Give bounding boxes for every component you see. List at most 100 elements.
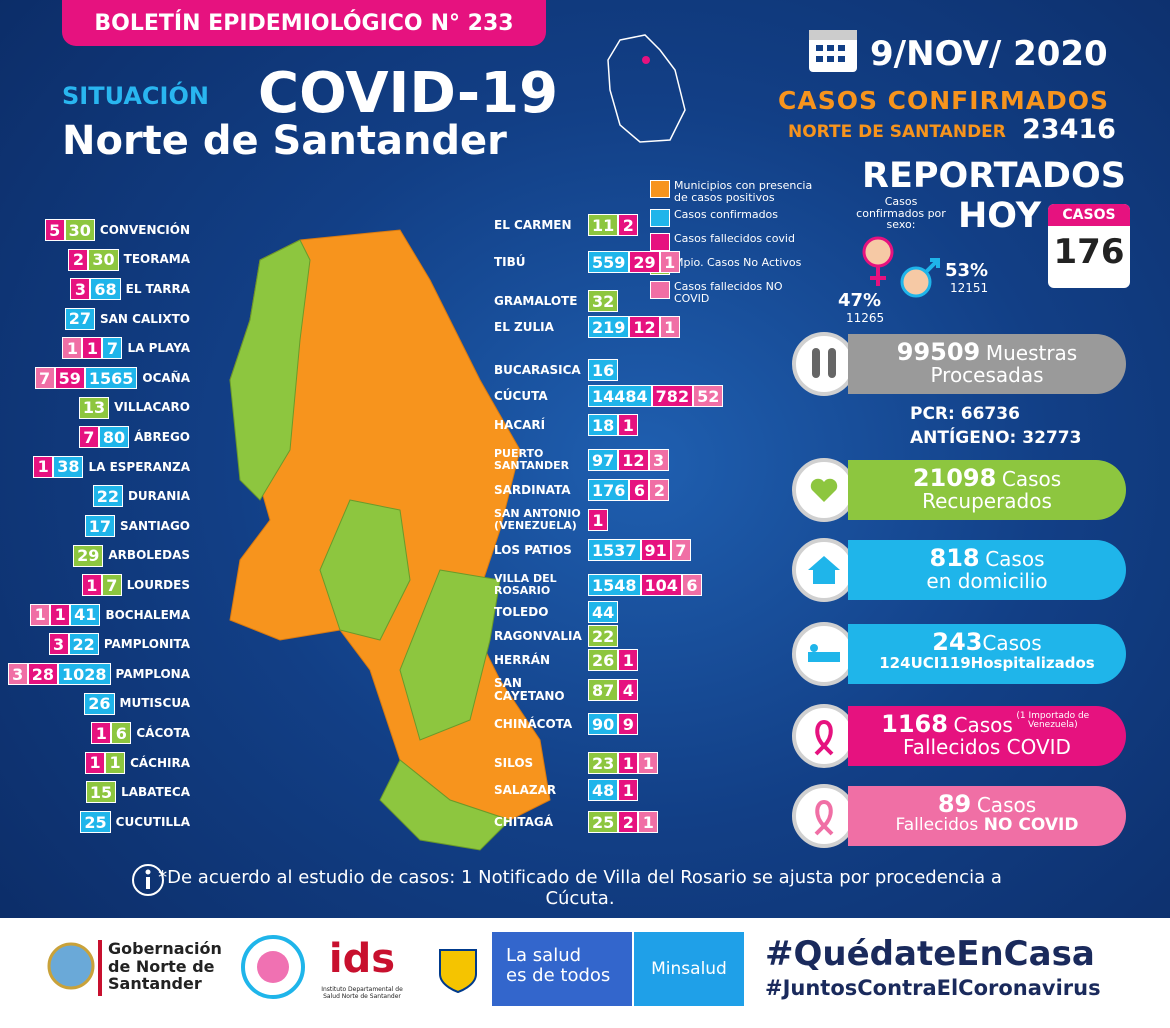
non-covid-value: 89 (937, 790, 972, 818)
municipality-name: SANTIAGO (120, 518, 190, 533)
legend-item: Casos fallecidos covid (650, 233, 818, 252)
samples-value: 99509 (896, 338, 981, 366)
region: Norte de Santander (62, 118, 507, 164)
municipality-name: EL ZULIA (494, 319, 554, 334)
hosp-value: 119 (939, 654, 971, 673)
count-box: 1 (618, 752, 639, 774)
count-box: 1 (588, 509, 608, 531)
ministry: Minsalud (634, 932, 744, 1006)
municipality-name: VILLA DEL ROSARIO (494, 572, 557, 597)
samples-label-2: Procesadas (930, 363, 1044, 388)
municipality-row: 3 22 PAMPLONITA (48, 633, 195, 656)
count-box: 2 (68, 248, 89, 271)
calendar-icon (809, 30, 857, 72)
department-map (229, 229, 551, 851)
count-box: 1 (81, 574, 102, 597)
count-box: 4 (618, 679, 639, 701)
count-box: 12 (618, 449, 649, 471)
bulletin-label: BOLETÍN EPIDEMIOLÓGICO (94, 10, 423, 36)
count-box: 5 (44, 219, 65, 241)
non-covid-strong: NO COVID (983, 815, 1079, 836)
municipality-row: LOS PATIOS 1537 91 7 (494, 539, 691, 561)
municipality-name: CÚCUTA (494, 388, 548, 403)
confirmed-total: 23416 (1022, 114, 1116, 145)
home-label-2: en domicilio (926, 569, 1048, 594)
count-box: 782 (651, 385, 694, 407)
count-box: 9 (618, 713, 639, 735)
count-box: 1 (50, 603, 71, 626)
colombia-map (607, 34, 686, 143)
count-box: 104 (640, 574, 682, 596)
count-box: 3 (48, 633, 69, 656)
count-box: 97 (588, 449, 619, 471)
count-box: 1565 (84, 367, 138, 389)
municipality-name: BUCARASICA (494, 362, 581, 377)
municipality-row: 7 80 ÁBREGO (78, 426, 195, 449)
municipality-name: EL CARMEN (494, 217, 572, 232)
by-sex-label: Casos confirmados por sexo: (856, 195, 946, 232)
count-box: 38 (53, 455, 84, 478)
count-box: 2 (618, 214, 639, 236)
non-covid-icon (792, 784, 856, 848)
non-covid-pill: 89 Casos Fallecidos NO COVID (848, 786, 1126, 846)
footer: Gobernación de Norte de Santander ids Inst… (0, 918, 1170, 1028)
municipality-name: SAN CALIXTO (100, 311, 190, 326)
samples-icon (792, 332, 856, 396)
male-icon (900, 258, 940, 298)
recovered-label: Casos (1001, 467, 1062, 491)
non-covid-label: Casos (976, 793, 1037, 817)
count-box: 12 (629, 316, 660, 338)
municipality-row: GRAMALOTE 32 (494, 290, 619, 312)
count-box: 7 (670, 539, 691, 561)
count-box: 1 (105, 751, 126, 774)
count-box: 44 (588, 601, 619, 623)
municipality-row: 25 CUCUTILLA (80, 811, 195, 833)
legend-swatch (650, 209, 670, 228)
municipality-row: EL CARMEN 11 2 (494, 214, 639, 236)
count-box: 26 (588, 649, 619, 671)
municipality-name: OCAÑA (142, 370, 190, 385)
municipality-row: 2 30 TEORAMA (68, 248, 195, 271)
count-box: 3 (70, 278, 91, 301)
municipality-row: RAGONVALIA 22 (494, 625, 619, 647)
legend-item: Casos fallecidos NO COVID (650, 281, 818, 304)
today-box: CASOS 176 (1048, 204, 1130, 288)
municipality-name: HACARÍ (494, 417, 546, 432)
municipality-row: TIBÚ 559 29 1 (494, 251, 680, 273)
municipality-row: 17 SANTIAGO (84, 515, 195, 537)
count-box: 48 (588, 779, 619, 801)
samples-pill: 99509 Muestras Procesadas (848, 334, 1126, 394)
municipality-row: PUERTO SANTANDER 97 12 3 (494, 448, 669, 471)
count-box: 29 (629, 251, 660, 273)
municipality-row: 15 LABATECA (85, 781, 195, 804)
female-icon (862, 236, 894, 286)
hosp-label: Hospitalizados (970, 654, 1095, 673)
count-box: 7 (102, 337, 123, 360)
bulletin-number: N° 233 (430, 10, 514, 36)
campaign-logo (241, 935, 305, 999)
municipality-name: LABATECA (121, 785, 190, 800)
male-count: 12151 (950, 281, 989, 295)
count-box: 1 (91, 722, 112, 745)
gov-shield (47, 942, 95, 990)
count-box: 219 (588, 316, 630, 338)
municipality-name: LOS PATIOS (494, 542, 572, 557)
municipality-row: CHITAGÁ 25 2 1 (494, 811, 659, 833)
count-box: 23 (588, 752, 619, 774)
gov-line: de Norte de (108, 956, 215, 976)
count-box: 22 (68, 633, 99, 656)
count-box: 6 (681, 574, 702, 596)
count-box: 87 (588, 679, 619, 701)
municipality-name: CONVENCIÓN (99, 222, 190, 237)
municipality-name: ÁBREGO (134, 429, 190, 444)
recovered-value: 21098 (912, 464, 997, 492)
municipality-name: SARDINATA (494, 482, 571, 497)
municipality-name: SAN CAYETANO (494, 676, 565, 703)
municipality-row: SALAZAR 48 1 (494, 779, 639, 801)
legend-label: Mpio. Casos No Activos (674, 256, 802, 270)
count-box: 1 (618, 649, 639, 671)
count-box: 68 (90, 278, 121, 301)
municipality-name: MUTISCUA (119, 696, 190, 711)
home-label: Casos (985, 547, 1045, 571)
municipality-name: SAN ANTONIO (VENEZUELA) (494, 507, 581, 532)
